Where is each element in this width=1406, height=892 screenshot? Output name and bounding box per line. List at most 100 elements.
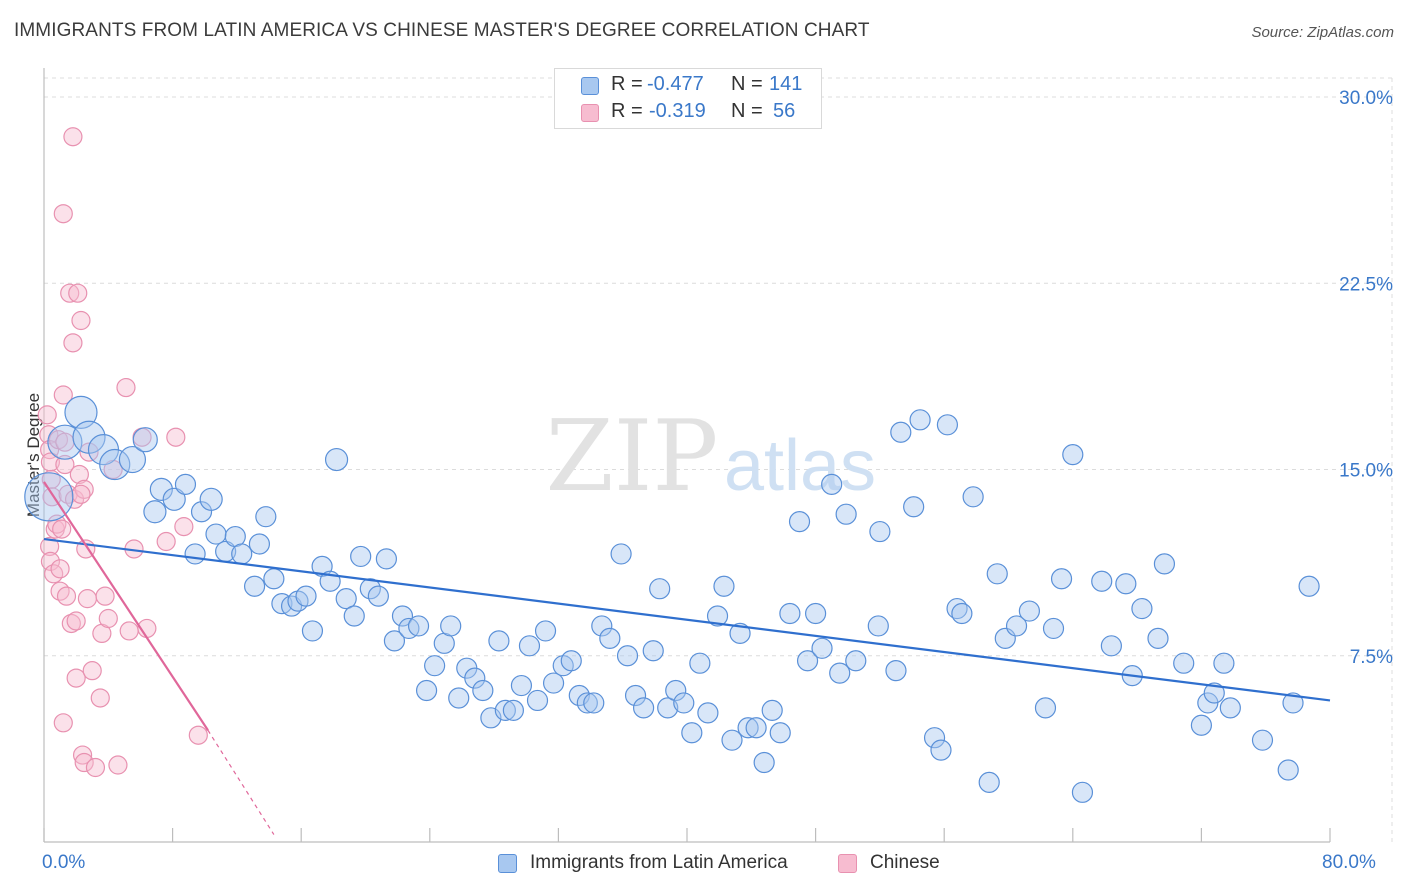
latin-america-point	[821, 473, 843, 495]
chinese-point	[188, 725, 208, 745]
latin-america-point	[1147, 627, 1169, 649]
latin-america-point	[190, 501, 213, 523]
legend-swatch-blue	[581, 77, 599, 95]
legend-blue-r-label: R =	[611, 73, 643, 95]
latin-america-point	[829, 662, 851, 684]
watermark: ZIP atlas	[546, 400, 876, 514]
latin-america-point	[359, 578, 381, 600]
chinese-point	[116, 377, 136, 398]
latin-america-point	[1298, 575, 1320, 597]
x-tick-label-min: 0.0%	[42, 852, 86, 873]
latin-america-point	[978, 771, 1000, 794]
legend-label-latin-america: Immigrants from Latin America	[530, 852, 788, 873]
latin-america-point	[1071, 781, 1094, 803]
latin-america-point	[510, 674, 533, 697]
chinese-trend-line	[43, 481, 209, 731]
chinese-point	[66, 668, 86, 688]
latin-america-point	[488, 630, 510, 652]
legend-row-pink: R = -0.319 N = 56	[555, 100, 821, 126]
latin-america-point	[243, 575, 266, 597]
latin-america-point	[199, 487, 223, 511]
latin-america-point	[526, 689, 549, 712]
latin-america-point	[1062, 444, 1084, 466]
latin-america-point	[962, 486, 984, 508]
latin-america-point	[721, 729, 743, 751]
latin-america-point	[295, 585, 317, 607]
latin-america-point	[205, 523, 227, 545]
chinese-point	[64, 489, 85, 509]
latin-america-point	[415, 679, 438, 702]
latin-america-point	[1131, 597, 1153, 620]
latin-america-point	[753, 751, 775, 774]
latin-america-point	[248, 533, 271, 555]
legend-label-chinese: Chinese	[870, 852, 940, 873]
chinese-point	[52, 519, 72, 539]
chinese-point	[68, 283, 88, 303]
legend-row-blue: R = -0.477 N = 141	[555, 73, 821, 99]
chinese-point	[71, 310, 91, 331]
source-label: Source: ZipAtlas.com	[1251, 24, 1394, 41]
trend-lines	[43, 481, 1331, 835]
y-tick-label: 7.5%	[1350, 647, 1393, 668]
latin-america-point	[99, 448, 131, 481]
legend-pink-n-label: N =	[731, 100, 763, 122]
latin-america-point	[1219, 697, 1241, 719]
latin-america-point	[729, 622, 751, 645]
y-tick-label: 22.5%	[1339, 274, 1393, 295]
chinese-point	[98, 608, 118, 629]
latin-america-point	[845, 650, 867, 672]
latin-america-point	[632, 697, 655, 719]
chinese-point	[63, 333, 83, 353]
latin-america-point	[779, 602, 801, 625]
chinese-point	[82, 661, 102, 681]
latin-america-point	[494, 699, 516, 721]
latin-america-point	[174, 473, 197, 495]
latin-america-point	[324, 447, 349, 472]
latin-america-point	[162, 487, 186, 511]
latin-america-point	[796, 650, 819, 672]
latin-america-point	[986, 563, 1008, 585]
latin-america-point	[367, 585, 389, 607]
latin-america-point	[930, 739, 952, 761]
latin-america-point	[1115, 573, 1137, 595]
chinese-point	[119, 621, 139, 641]
latin-america-point	[518, 635, 541, 657]
latin-america-point	[464, 667, 486, 689]
latin-america-point	[867, 615, 889, 637]
latin-america-point	[1100, 635, 1122, 657]
chinese-point	[166, 427, 186, 447]
latin-america-point	[424, 655, 446, 677]
legend-pink-n-value: 56	[773, 100, 796, 122]
latin-america-points	[24, 395, 1320, 803]
latin-america-point	[869, 520, 891, 543]
latin-america-point	[184, 543, 206, 565]
latin-america-point	[1091, 570, 1113, 592]
y-tick-labels: 7.5% 15.0% 22.5% 30.0%	[1339, 88, 1393, 668]
chinese-point	[108, 755, 128, 775]
latin-america-point	[936, 414, 959, 436]
legend-blue-r-value: -0.477	[647, 73, 704, 95]
latin-america-point	[375, 548, 397, 570]
stats-legend: R = -0.477 N = 141 R = -0.319 N = 56	[554, 68, 822, 129]
latin-america-point	[697, 702, 719, 724]
latin-america-point	[502, 699, 524, 721]
latin-america-point	[407, 615, 430, 637]
chinese-trend-extension	[207, 729, 275, 835]
legend-blue-n-label: N =	[731, 73, 763, 95]
latin-america-point	[835, 503, 857, 525]
latin-america-point	[1153, 553, 1176, 575]
chinese-point	[37, 405, 57, 425]
latin-america-point	[890, 421, 912, 443]
latin-america-point	[1005, 615, 1028, 637]
latin-america-point	[301, 620, 324, 642]
chinese-point	[53, 713, 73, 733]
latin-america-point	[560, 650, 582, 672]
latin-america-point	[713, 575, 735, 597]
chinese-point	[40, 551, 61, 571]
latin-america-point	[1251, 729, 1274, 751]
chinese-point	[72, 745, 93, 765]
chinese-point	[174, 517, 194, 537]
chinese-point	[50, 559, 70, 579]
legend-pink-r-value: -0.319	[649, 100, 706, 122]
latin-america-point	[804, 602, 827, 625]
